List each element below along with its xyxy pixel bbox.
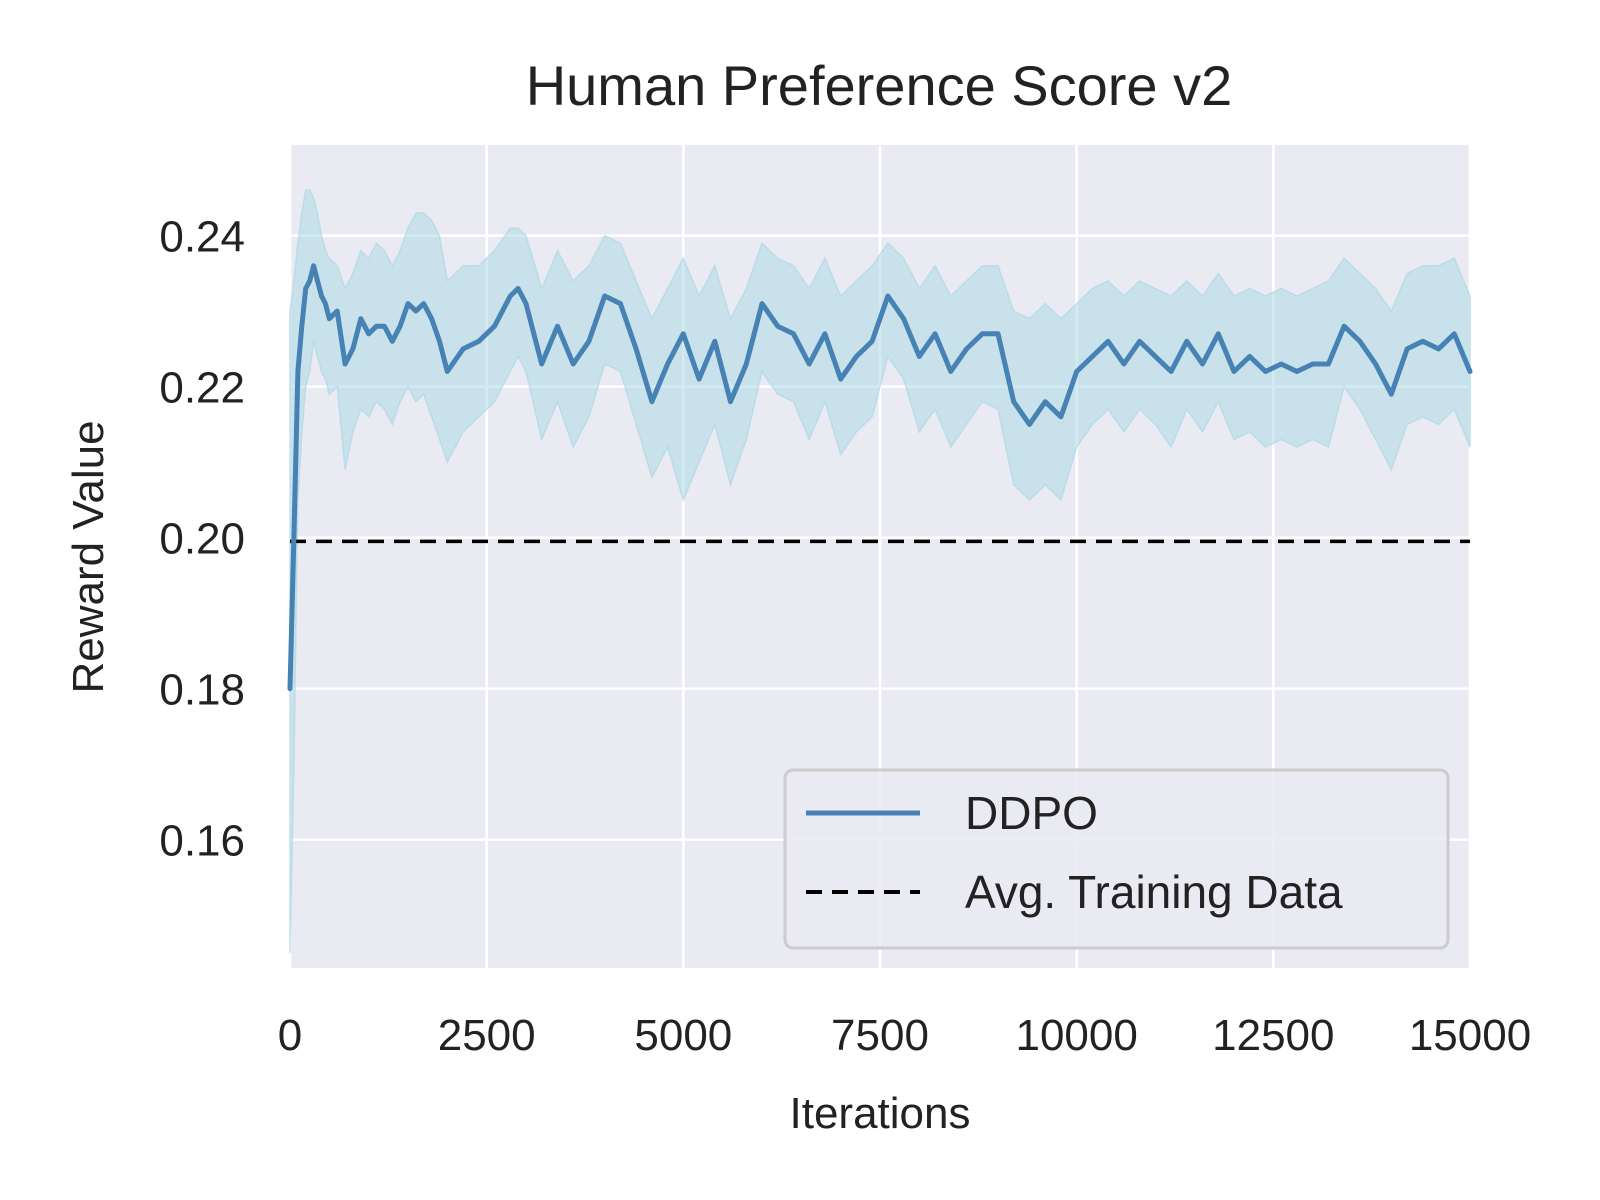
- series-line-layer: [287, 263, 1473, 692]
- x-tick-label: 2500: [438, 1011, 536, 1060]
- x-tick-label: 5000: [634, 1011, 732, 1060]
- y-tick-label: 0.24: [159, 213, 245, 262]
- x-tick-label: 10000: [1015, 1011, 1137, 1060]
- x-tick-label: 15000: [1409, 1011, 1531, 1060]
- chart-title: Human Preference Score v2: [526, 54, 1233, 117]
- y-tick-label: 0.16: [159, 817, 245, 866]
- y-tick-labels: 0.16 0.18 0.20 0.22 0.24: [159, 213, 245, 866]
- y-axis-label: Reward Value: [64, 420, 113, 693]
- legend-box: [783, 768, 1450, 950]
- legend-ddpo-label: DDPO: [965, 787, 1098, 839]
- y-tick-label: 0.18: [159, 666, 245, 715]
- ddpo-confidence-band: [289, 189, 1471, 953]
- ddpo-series-line: [287, 263, 1473, 692]
- legend: DDPO Avg. Training Data: [783, 768, 1450, 950]
- legend-avg-training-label: Avg. Training Data: [965, 866, 1343, 918]
- x-axis-label: Iterations: [790, 1089, 971, 1138]
- x-tick-label: 0: [278, 1011, 302, 1060]
- confidence-band-layer: [289, 189, 1471, 953]
- x-tick-labels: 0 2500 5000 7500 10000 12500 15000: [278, 1011, 1531, 1060]
- x-tick-label: 12500: [1212, 1011, 1334, 1060]
- y-tick-label: 0.20: [159, 515, 245, 564]
- x-tick-label: 7500: [831, 1011, 929, 1060]
- y-tick-label: 0.22: [159, 364, 245, 413]
